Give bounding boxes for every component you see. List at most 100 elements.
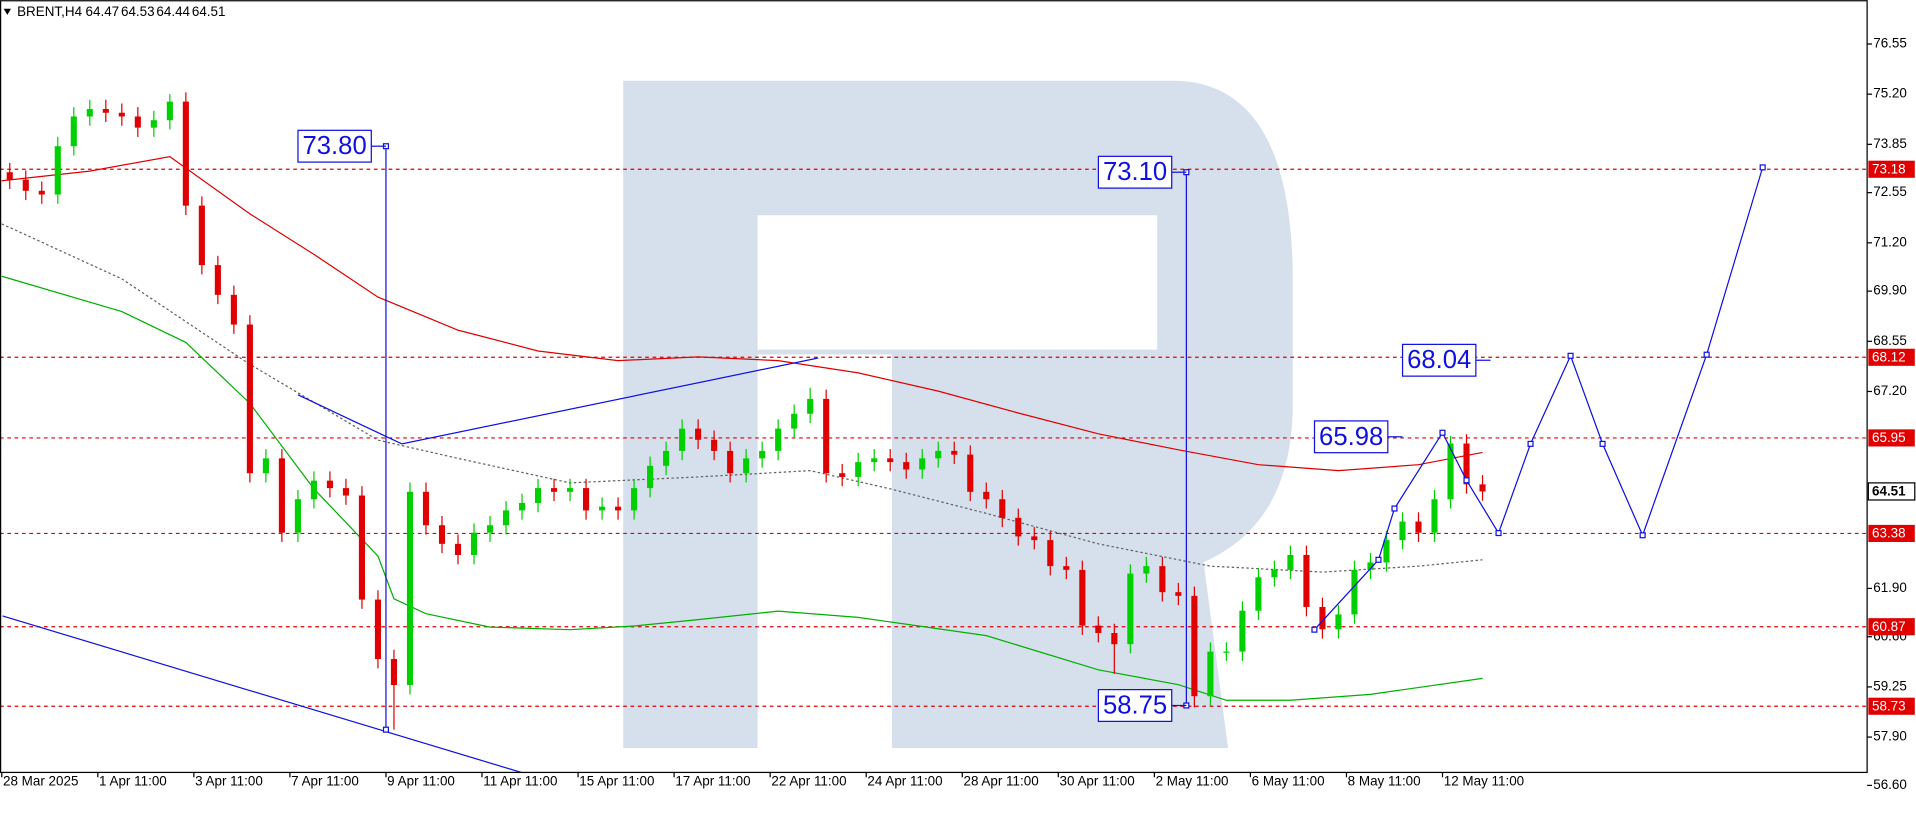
candle-body [615, 506, 622, 511]
annotation-label: 58.75 [1103, 691, 1167, 719]
x-tick-label: 7 Apr 11:00 [291, 774, 359, 789]
candle-body [1447, 443, 1454, 500]
candle-body [1175, 592, 1182, 596]
candle-body [999, 499, 1006, 518]
candle-body [1127, 573, 1134, 645]
candle-body [983, 491, 990, 500]
watermark-logo [623, 80, 1293, 748]
candle-body [38, 190, 45, 195]
candle-body [246, 324, 253, 474]
candle-body [1207, 651, 1214, 697]
candle-body [166, 101, 173, 121]
level-label-box [1868, 618, 1915, 636]
candle-body [550, 488, 558, 492]
candle-body [374, 599, 382, 660]
candle-body [1143, 566, 1150, 574]
header-high: 64.53 [121, 4, 155, 19]
forecast-point [1375, 556, 1382, 563]
forecast-point [1495, 530, 1502, 537]
annotation-label: 68.04 [1407, 346, 1471, 374]
candle-body [1223, 651, 1230, 653]
level-label-box [1868, 160, 1915, 178]
x-tick-label: 15 Apr 11:00 [579, 774, 654, 789]
candle-body [1239, 610, 1246, 652]
forecast-point [1759, 164, 1766, 171]
forecast-point [1439, 429, 1446, 436]
candle-body [743, 458, 750, 474]
candle-body [679, 428, 686, 451]
x-tick-label: 12 May 11:00 [1444, 774, 1524, 789]
header-close: 64.51 [192, 4, 226, 19]
candle-body [1271, 569, 1278, 578]
x-tick-label: 6 May 11:00 [1252, 774, 1325, 789]
candle-body [134, 116, 141, 128]
y-tick-label: 57.90 [1873, 729, 1907, 744]
candle-body [1015, 517, 1022, 537]
level-label: 60.87 [1872, 619, 1906, 634]
candle-body [262, 458, 269, 474]
candle-body [294, 499, 301, 533]
forecast-line [1313, 167, 1764, 631]
candle-body [1191, 595, 1198, 697]
candle-body [935, 450, 942, 459]
candle-body [1431, 499, 1438, 533]
candle-body [711, 439, 718, 451]
annotation-box [297, 129, 372, 163]
candle-body [1383, 540, 1390, 563]
x-tick-label: 11 Apr 11:00 [483, 774, 557, 789]
candle-body [230, 294, 237, 325]
candle-body [1079, 569, 1086, 626]
last-price-box [1867, 482, 1916, 501]
y-tick-label: 71.20 [1873, 234, 1907, 249]
candle-body [1463, 443, 1470, 485]
candle-body [583, 488, 590, 511]
x-tick-label: 28 Mar 2025 [3, 774, 78, 789]
candle-body [1031, 536, 1038, 541]
x-tick-label: 24 Apr 11:00 [867, 774, 942, 789]
candle-body [1063, 566, 1070, 570]
candle-body [342, 488, 349, 496]
level-label: 68.12 [1872, 349, 1906, 364]
moving-average [1, 155, 1483, 472]
x-tick-label: 8 May 11:00 [1348, 774, 1421, 789]
candle-body [1095, 625, 1102, 634]
level-label-box [1868, 524, 1915, 542]
annotation-label: 73.10 [1103, 158, 1167, 186]
annotation-label: 73.80 [303, 132, 367, 160]
y-tick-label: 59.25 [1873, 678, 1907, 693]
candle-body [839, 473, 846, 477]
y-tick-label: 61.90 [1873, 580, 1907, 595]
candle-body [278, 458, 285, 533]
axes: 76.55 75.20 73.85 72.55 71.20 69.90 68.55 67.20… [1, 36, 1916, 792]
candle-body [775, 428, 782, 451]
candle-body [6, 172, 13, 180]
candle-body [390, 659, 398, 686]
y-tick-label: 67.20 [1873, 383, 1907, 398]
candle-body [486, 525, 494, 533]
candle-body [326, 480, 333, 489]
candle-body [1047, 540, 1054, 567]
y-tick-label: 73.85 [1873, 136, 1907, 151]
measure-end [382, 726, 390, 733]
candle-body [534, 488, 542, 503]
candle-body [54, 146, 61, 195]
candle-body [1479, 484, 1486, 492]
annotation-box [1097, 155, 1173, 189]
annotation-box [1097, 688, 1173, 722]
candle-body [118, 112, 125, 117]
candle-body [566, 488, 574, 492]
menu-triangle [3, 8, 11, 15]
candle-body [422, 491, 430, 526]
candle-body [807, 398, 814, 414]
candle-body [1303, 554, 1310, 608]
candle-body [903, 462, 910, 470]
candle-body [727, 450, 734, 474]
forecast-point [1639, 532, 1646, 539]
candle-body [358, 495, 366, 600]
candle-body [1351, 569, 1358, 615]
candle-body [1287, 554, 1294, 570]
x-tick-label: 9 Apr 11:00 [387, 774, 455, 789]
moving-average [1, 223, 1483, 573]
x-tick-label: 17 Apr 11:00 [675, 774, 750, 789]
